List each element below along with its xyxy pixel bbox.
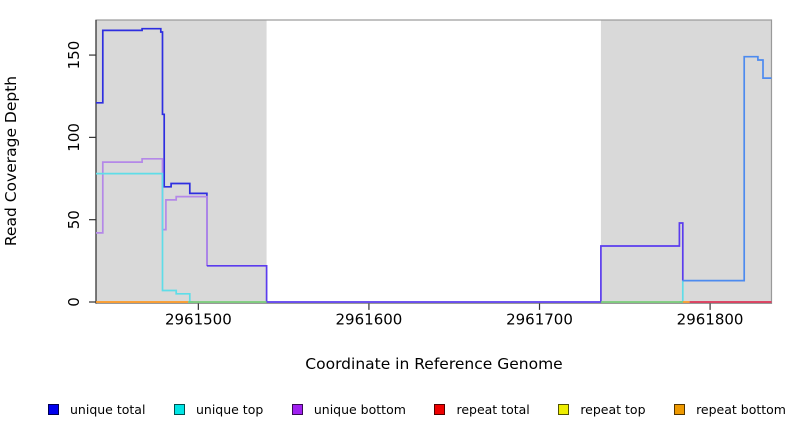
series-line [682, 55, 772, 282]
plot-frame [95, 19, 773, 304]
y-axis-title: Read Coverage Depth [2, 76, 20, 246]
legend-item-unique-top: unique top [173, 401, 264, 417]
legend-label: repeat total [456, 401, 530, 417]
repeat-total-swatch-icon [434, 403, 446, 415]
legend-label: unique total [70, 401, 146, 417]
x-tick-label: 2961700 [506, 310, 573, 328]
x-axis-title: Coordinate in Reference Genome [305, 355, 562, 373]
legend-item-repeat-top: repeat top [558, 401, 646, 417]
unique-top-swatch-icon [173, 403, 185, 415]
x-tick-label: 2961600 [336, 310, 403, 328]
axis-ticks-and-labels: 2961500 2961600 2961700 2961800 0 50 100 150 [65, 41, 743, 329]
x-tick-label: 2961500 [165, 310, 232, 328]
series-line [206, 222, 684, 303]
x-tick-label: 2961800 [677, 310, 744, 328]
chart-legend: unique total unique top unique bottom re… [48, 399, 786, 419]
unique-total-swatch-icon [48, 403, 59, 415]
legend-item-repeat-total: repeat total [434, 401, 530, 417]
series-line [96, 172, 194, 303]
legend-label: repeat bottom [696, 401, 786, 417]
legend-label: unique top [195, 401, 264, 417]
y-tick-label: 0 [65, 297, 83, 307]
shaded-repeat-regions [96, 20, 772, 304]
coverage-series-lines [96, 27, 772, 303]
y-tick-label: 50 [65, 210, 83, 229]
legend-item-repeat-bottom: repeat bottom [674, 402, 786, 417]
shaded-region [600, 20, 772, 304]
legend-item-unique-bottom: unique bottom [291, 401, 406, 417]
legend-label: unique bottom [313, 401, 406, 417]
y-tick-label: 150 [65, 41, 83, 70]
series-line [96, 27, 208, 266]
legend-item-unique-total: unique total [48, 402, 145, 417]
coverage-chart: 2961500 2961600 2961700 2961800 0 50 100 150 Co… [2, 19, 773, 373]
unique-bottom-swatch-icon [291, 403, 303, 415]
repeat-bottom-swatch-icon [674, 403, 686, 415]
y-tick-label: 100 [65, 123, 83, 152]
repeat-top-swatch-icon [558, 403, 570, 415]
legend-label: repeat top [580, 401, 646, 417]
